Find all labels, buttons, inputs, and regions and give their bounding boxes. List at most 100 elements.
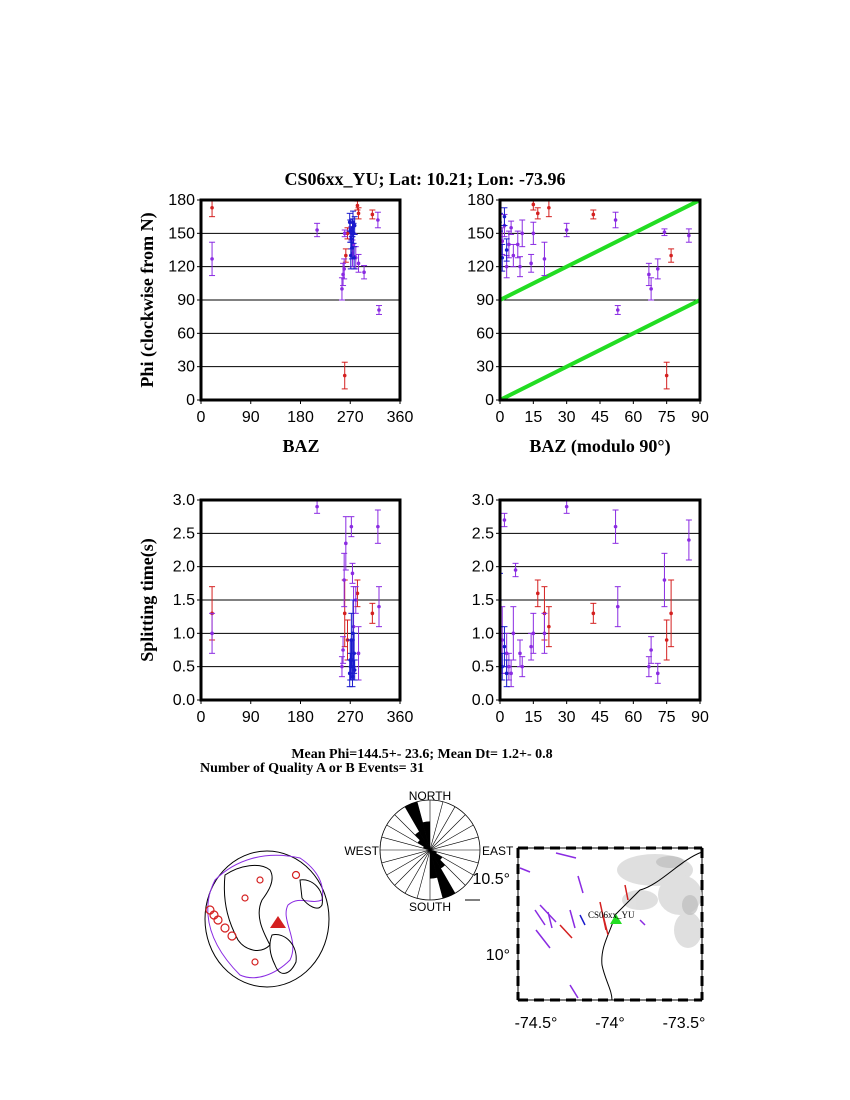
y-tick-label: 90 [476, 292, 494, 309]
x-tick-label: 0 [496, 709, 505, 726]
x-tick-label: 0 [197, 709, 206, 726]
rose-petal [423, 846, 430, 850]
data-point-purple [314, 222, 321, 238]
rose-petal [417, 839, 430, 850]
y-tick-label: 0.5 [472, 659, 494, 676]
y-tick-label: 60 [476, 325, 494, 342]
data-point-red [590, 602, 597, 624]
data-point-purple [341, 258, 348, 280]
x-tick-label: 30 [558, 709, 576, 726]
data-point-purple [361, 265, 368, 280]
plot-frame [498, 498, 702, 702]
data-point-purple [503, 255, 510, 279]
data-point-purple [685, 228, 692, 243]
data-point-purple [685, 519, 692, 561]
data-point-red [355, 207, 362, 220]
data-point-red [341, 361, 348, 390]
data-point-purple [661, 228, 668, 237]
map-lat-tick-2: 10° [486, 947, 510, 964]
x-tick-label: 15 [524, 709, 542, 726]
data-point-blue [351, 216, 358, 235]
data-point-red [663, 619, 670, 661]
x-tick-label: 45 [591, 709, 609, 726]
rose-south-label: SOUTH [409, 900, 451, 914]
x-tick-label: 180 [287, 409, 314, 426]
phi-vs-baz-panel: 0 30 60 90 120 150 180 0 90 180 270 360 [168, 192, 413, 426]
data-point-red [545, 606, 552, 648]
data-point-purple [375, 586, 382, 628]
x-tick-label: 0 [496, 409, 505, 426]
rose-petal [414, 831, 430, 850]
data-point-purple [374, 509, 381, 544]
data-point-red [590, 209, 597, 220]
plot-frame [199, 198, 402, 402]
data-point-purple [648, 277, 655, 301]
data-point-purple [654, 258, 661, 280]
data-point-blue [503, 659, 510, 688]
rose-petal [430, 850, 446, 869]
y-tick-label: 3.0 [472, 492, 494, 509]
data-point-red [354, 200, 361, 211]
rose-petal [422, 821, 430, 850]
data-point-purple [349, 562, 356, 584]
x-tick-label: 45 [591, 409, 609, 426]
data-point-red [342, 248, 349, 263]
y-tick-label: 1.0 [472, 625, 494, 642]
y-tick-label: 0 [485, 392, 494, 409]
y-tick-label: 0.0 [173, 692, 195, 709]
data-point-blue [351, 246, 358, 270]
data-point-purple [355, 253, 362, 273]
data-point-purple [519, 656, 526, 678]
x-tick-label: 270 [337, 709, 364, 726]
data-point-purple [314, 500, 321, 514]
data-point-purple [517, 256, 523, 278]
x-tick-label: 0 [197, 409, 206, 426]
x-tick-label: 90 [691, 409, 709, 426]
y-tick-label: 2.5 [472, 525, 494, 542]
y-tick-label: 120 [467, 259, 494, 276]
x-tick-label: 15 [524, 409, 542, 426]
plot-frame [498, 198, 702, 402]
reference-line [500, 298, 700, 400]
rose-petal [405, 801, 430, 850]
y-tick-label: 2.0 [173, 559, 195, 576]
data-point-purple [375, 305, 382, 315]
data-point-purple [501, 512, 508, 528]
data-point-red [209, 200, 216, 218]
data-point-purple [510, 606, 517, 661]
y-tick-label: 90 [177, 292, 195, 309]
data-point-purple [614, 305, 621, 315]
data-point-purple [510, 243, 517, 268]
data-point-purple [661, 552, 668, 608]
local-map: CS06xx_YU 10.5° 10° -74.5° -74° -73.5° [472, 846, 706, 1032]
data-point-purple [340, 636, 347, 664]
data-point-red [663, 361, 670, 390]
data-point-purple [541, 241, 548, 277]
x-tick-label: 360 [387, 409, 414, 426]
data-point-purple [341, 552, 348, 608]
figure-title: CS06xx_YU; Lat: 10.21; Lon: -73.96 [285, 169, 566, 189]
x-tick-label: 60 [624, 709, 642, 726]
map-lon-tick-1: -74.5° [515, 1015, 558, 1032]
data-point-purple [648, 636, 655, 664]
y-tick-label: 180 [168, 192, 195, 209]
data-point-purple [341, 229, 348, 238]
plot-frame [199, 498, 402, 702]
data-point-red [668, 579, 675, 648]
data-point-blue [351, 659, 358, 681]
y-tick-label: 0 [186, 392, 195, 409]
data-point-purple [530, 612, 537, 654]
map-lat-tick-1: 10.5° [472, 871, 510, 888]
data-point-blue [503, 238, 510, 262]
x-tick-label: 90 [242, 709, 260, 726]
y-tick-label: 1.0 [173, 625, 195, 642]
map-lon-tick-3: -73.5° [663, 1015, 706, 1032]
y-tick-label: 30 [476, 359, 494, 376]
data-point-purple [338, 277, 345, 301]
x-tick-label: 180 [287, 709, 314, 726]
baz-mod90-xlabel: BAZ (modulo 90°) [529, 436, 670, 457]
y-tick-label: 0.5 [173, 659, 195, 676]
baz-xlabel: BAZ [282, 436, 319, 456]
data-point-purple [612, 509, 619, 544]
data-point-purple [541, 612, 548, 654]
